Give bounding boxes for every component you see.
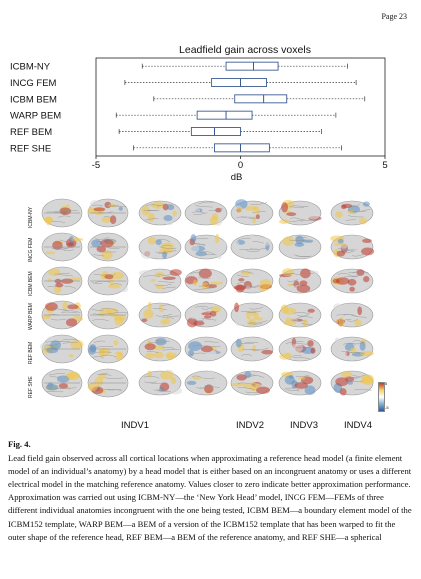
brain-map [230,370,274,396]
colorbar [378,382,385,412]
brain-map [278,302,322,328]
brain-map [330,302,374,328]
box-iqr [214,143,270,153]
row-label: ICBM-NY [28,206,34,228]
box-iqr [234,94,288,104]
plot-frame [95,57,386,157]
brain-map [87,198,129,228]
boxplot-chart: ICBM-NY INCG FEM ICBM BEM WARP BEM REF BEM RE… [10,57,388,183]
column-label-indv4: INDV4 [344,420,372,431]
brain-map [41,300,84,330]
colorbar-tick-low: -5 [385,405,389,410]
brain-map [138,268,182,294]
row-label: WARP BEM [28,303,34,330]
box-iqr [211,78,267,87]
x-tick-label: 0 [238,160,243,171]
brain-map [41,198,83,228]
figure-caption: Fig. 4. Lead field gain observed across … [8,438,413,544]
brain-map [230,199,274,226]
brain-map [40,334,84,364]
brain-map [138,301,182,328]
brain-map [41,368,83,398]
column-label-indv3: INDV3 [290,420,318,431]
series-label: INCG FEM [10,78,57,89]
column-label-indv1: INDV1 [121,420,149,431]
x-tick-label: 5 [382,160,387,171]
brain-map [330,370,374,396]
box-iqr [190,127,241,136]
brain-map [138,336,182,362]
brain-map [230,336,274,362]
series-label: ICBM-NY [10,62,51,73]
brain-map [278,268,322,294]
brain-map [184,268,228,294]
caption-text: Lead field gain observed across all cort… [8,453,412,542]
colorbar-tick-high: 5 [385,381,388,386]
brain-map [41,232,84,262]
page-number: Page 23 [381,12,407,21]
brain-map [87,368,129,398]
brain-map [278,370,322,396]
brain-map [138,369,182,396]
brain-map [330,268,374,294]
brain-map [184,233,228,260]
brain-map-grid: ICBM-NY INCG FEM ICBM BEM WARP BEM REF BEM RE… [28,198,374,418]
brain-map [87,266,129,296]
brain-map [41,266,83,296]
column-label-indv2: INDV2 [236,420,264,431]
box-iqr [196,110,253,120]
row-label: INCG FEM [28,237,34,262]
brain-map [278,234,322,260]
series-label: REF BEM [10,127,52,138]
row-label: REF SHE [28,376,34,398]
x-axis-label: dB [231,172,243,183]
brain-map [138,234,182,260]
series-label: WARP BEM [10,111,61,122]
brain-map [87,334,129,364]
brain-map [87,300,129,330]
brain-map [184,302,228,328]
brain-map [138,200,182,226]
brain-map [184,336,228,362]
box-iqr [225,61,279,71]
brain-map [330,336,374,362]
figure-label: Fig. 4. [8,439,31,449]
brain-map [230,302,274,328]
brain-map [87,232,129,262]
brain-map [278,199,322,226]
brain-map [230,233,274,260]
row-label: ICBM BEM [28,271,34,296]
chart-title: Leadfield gain across voxels [179,44,311,56]
brain-map [330,200,374,226]
x-tick-label: -5 [92,160,100,171]
series-label: REF SHE [10,143,51,154]
row-label: REF BEM [28,341,34,364]
brain-map [278,336,322,362]
brain-map [184,200,228,226]
brain-map [330,234,374,260]
brain-map [230,268,274,294]
brain-map [184,369,228,396]
series-label: ICBM BEM [10,94,57,105]
